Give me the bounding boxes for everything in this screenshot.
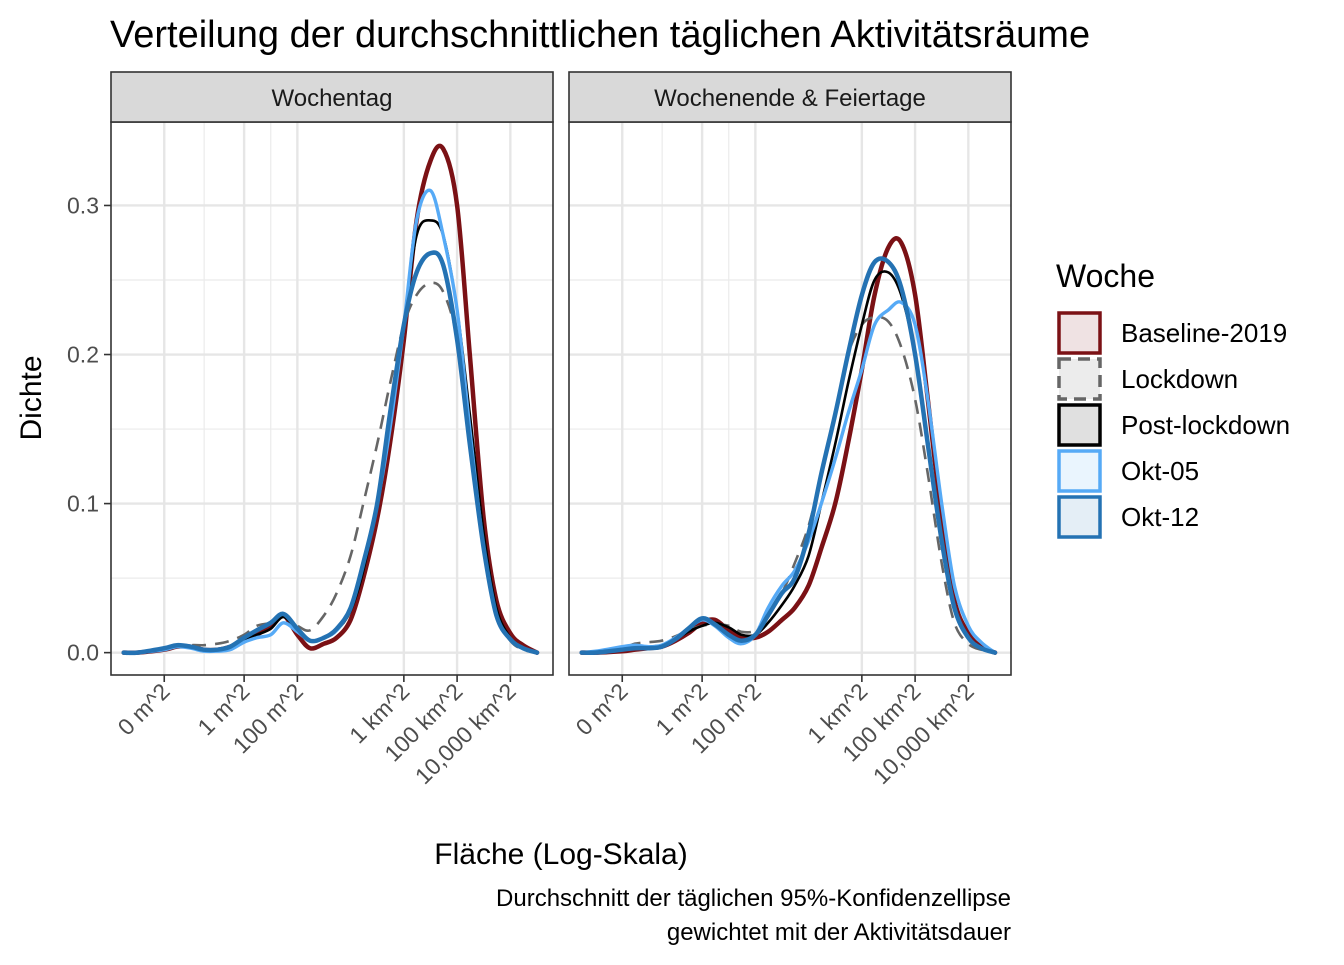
- legend-label: Okt-05: [1121, 456, 1199, 486]
- legend-key: [1057, 357, 1102, 401]
- y-tick-label: 0.0: [67, 640, 99, 666]
- legend-item-okt-12: Okt-12: [1057, 495, 1199, 539]
- caption-line-2: gewichtet mit der Aktivitätsdauer: [667, 919, 1011, 946]
- facet-label: Wochentag: [272, 85, 393, 112]
- legend-label: Post-lockdown: [1121, 410, 1290, 440]
- curves: [121, 143, 540, 656]
- legend-item-lockdown: Lockdown: [1057, 357, 1238, 401]
- x-tick-label: 0 m^2: [113, 678, 175, 740]
- x-axis-label: Fläche (Log-Skala): [434, 838, 687, 871]
- legend-key: [1057, 311, 1102, 355]
- chart-title: Verteilung der durchschnittlichen täglic…: [110, 14, 1090, 56]
- curves: [579, 236, 998, 656]
- facet-strip: [568, 71, 1012, 123]
- legend-key: [1057, 495, 1102, 539]
- caption-line-1: Durchschnitt der täglichen 95%-Konfidenz…: [496, 885, 1011, 912]
- facet-strip: [110, 71, 554, 123]
- legend-label: Baseline-2019: [1121, 318, 1287, 348]
- legend-label: Lockdown: [1121, 364, 1238, 394]
- legend-item-post-lockdown: Post-lockdown: [1057, 403, 1290, 447]
- legend-item-okt-05: Okt-05: [1057, 449, 1199, 493]
- legend-key: [1057, 403, 1102, 447]
- y-axis-label: Dichte: [15, 355, 48, 440]
- panel-background: [111, 122, 553, 675]
- y-tick-label: 0.2: [67, 342, 99, 368]
- legend-key: [1057, 449, 1102, 493]
- x-tick-label: 0 m^2: [571, 678, 633, 740]
- y-tick-label: 0.3: [67, 192, 99, 218]
- y-tick-label: 0.1: [67, 491, 99, 517]
- series-line-okt-12: [579, 256, 998, 656]
- legend-title: Woche: [1056, 258, 1155, 294]
- legend: Woche Baseline-2019 Lockdown Post-lockdown O…: [1056, 258, 1290, 539]
- legend-item-baseline-2019: Baseline-2019: [1057, 311, 1287, 355]
- series-line-lockdown: [581, 315, 996, 655]
- series-line-okt-12: [121, 250, 540, 656]
- facet-label: Wochenende & Feiertage: [654, 85, 926, 112]
- legend-label: Okt-12: [1121, 502, 1199, 532]
